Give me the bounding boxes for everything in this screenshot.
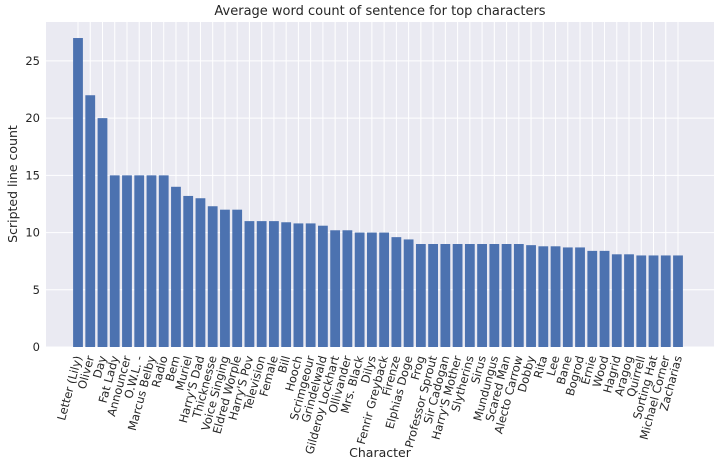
bar (440, 244, 451, 347)
bar (134, 175, 145, 347)
bar (281, 222, 292, 347)
bar (526, 245, 536, 347)
bar (244, 221, 255, 347)
bar (660, 255, 671, 347)
bar (73, 38, 83, 348)
x-tick-label: Rita (531, 354, 550, 380)
bar (501, 244, 512, 347)
y-tick-label: 0 (33, 340, 40, 354)
bar (318, 225, 328, 347)
bar (673, 255, 683, 347)
y-tick-label: 10 (25, 226, 40, 240)
bar (232, 209, 243, 347)
bar (330, 230, 341, 347)
bar (391, 237, 402, 347)
y-tick-label: 5 (33, 283, 40, 297)
chart-title: Average word count of sentence for top c… (214, 4, 545, 19)
bar (648, 255, 659, 347)
bar (538, 246, 549, 347)
bar (183, 195, 194, 347)
bar (624, 254, 634, 347)
bar (415, 244, 426, 347)
bar (256, 221, 267, 347)
bar (171, 186, 181, 347)
bar (293, 223, 304, 347)
bar (562, 247, 573, 347)
x-axis-label: Character (349, 445, 412, 460)
bar (636, 255, 647, 347)
bar (342, 230, 353, 347)
bar (464, 244, 475, 347)
bar (403, 239, 414, 347)
bar (379, 232, 390, 347)
y-axis-label: Scripted line count (5, 125, 20, 243)
x-tick-label: Lee (544, 354, 563, 377)
y-tick-label: 20 (25, 111, 40, 125)
bar (269, 221, 279, 347)
bar (122, 175, 132, 347)
bar (587, 250, 598, 347)
y-axis-ticks: 0 5 10 15 20 25 (25, 54, 40, 354)
bar (366, 232, 377, 347)
x-tick-label: Day (90, 354, 109, 380)
bar (513, 244, 524, 347)
bar (85, 95, 96, 347)
bar (305, 223, 316, 347)
bar (158, 175, 169, 347)
bar (109, 175, 120, 347)
bar (477, 244, 487, 347)
bar (428, 244, 438, 347)
x-tick-label: Bill (275, 354, 293, 375)
bar (575, 247, 585, 347)
bar (195, 198, 206, 347)
bar (354, 232, 365, 347)
bar (146, 175, 157, 347)
x-tick-label: Frog (408, 354, 428, 381)
x-tick-label: Bem (163, 354, 183, 383)
bar (550, 246, 561, 347)
bar (207, 206, 218, 347)
y-tick-label: 15 (25, 168, 40, 182)
bar (489, 244, 500, 347)
bar (452, 244, 463, 347)
y-tick-label: 25 (25, 54, 40, 68)
bar (611, 254, 622, 347)
bar (599, 250, 610, 347)
bar (97, 118, 108, 347)
bar (220, 209, 230, 347)
bars (73, 38, 683, 348)
